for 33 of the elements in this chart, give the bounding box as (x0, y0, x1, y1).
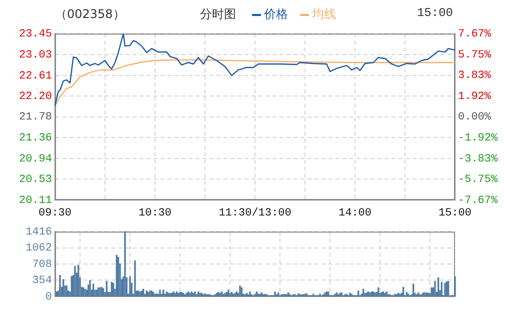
y-tick-label: 21.36 (18, 132, 52, 145)
text: 15:00 (416, 6, 453, 20)
y-tick-label: 20.53 (18, 174, 52, 186)
y-tick-label: 23.03 (18, 49, 52, 62)
y-tick-label: 22.61 (18, 70, 52, 82)
x-tick-label: 15:00 (438, 208, 472, 220)
y-tick-label: 21.78 (18, 112, 52, 124)
x-tick-label: 14:00 (338, 208, 372, 220)
y-tick-label: 708 (32, 258, 52, 271)
x-tick-label: 09:30 (38, 208, 72, 220)
y2-tick-label: 3.83% (458, 70, 492, 82)
y-tick-label: 1062 (26, 242, 52, 255)
y2-tick-label: -7.67% (458, 194, 498, 207)
legend-label: 价格 (263, 6, 288, 23)
y2-tick-label: -1.92% (458, 132, 498, 145)
y-tick-label: 354 (32, 275, 52, 288)
y2-tick-label: -5.75% (458, 174, 498, 186)
x-tick-label: 11:30/13:00 (218, 208, 292, 220)
y-tick-label: 22.20 (18, 90, 52, 103)
y2-tick-label: 0.00% (458, 112, 492, 124)
chart-subtitle: 分时图 (200, 6, 236, 23)
x-tick-label: 10:30 (138, 208, 172, 220)
y2-tick-label: 7.67% (458, 28, 492, 41)
y-tick-label: 0 (45, 291, 52, 304)
y2-tick-label: 1.92% (458, 90, 492, 103)
y-tick-label: 20.94 (18, 154, 52, 166)
y2-tick-label: -3.83% (458, 153, 498, 166)
chart-title: （002358） (55, 6, 125, 23)
y2-tick-label: 5.75% (458, 49, 492, 62)
legend-label: 均线 (311, 6, 336, 23)
y-tick-label: 1416 (26, 226, 52, 239)
y-tick-label: 20.11 (18, 194, 52, 207)
y-tick-label: 23.45 (18, 28, 52, 41)
